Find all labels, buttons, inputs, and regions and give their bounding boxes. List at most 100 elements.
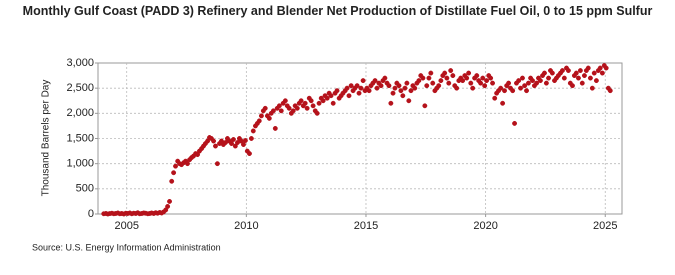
data-point xyxy=(310,103,316,109)
data-point xyxy=(167,198,172,204)
chart-title: Monthly Gulf Coast (PADD 3) Refinery and… xyxy=(22,4,653,18)
data-point xyxy=(324,95,330,101)
data-point xyxy=(573,70,579,76)
y-tick-label: 0 xyxy=(88,208,94,220)
x-tick-label: 2015 xyxy=(354,220,378,232)
data-point xyxy=(436,83,442,89)
data-point xyxy=(593,78,599,84)
data-point xyxy=(406,98,412,104)
data-point xyxy=(173,163,178,169)
data-point xyxy=(185,161,190,167)
data-point xyxy=(316,100,322,106)
data-point xyxy=(344,85,350,91)
data-point xyxy=(522,83,528,89)
data-point xyxy=(460,78,466,84)
data-point xyxy=(408,88,414,94)
data-point xyxy=(512,120,518,126)
data-point xyxy=(366,88,372,94)
data-point xyxy=(468,80,474,86)
data-point xyxy=(420,75,426,81)
data-point xyxy=(516,78,522,84)
y-tick-label: 1,000 xyxy=(66,158,94,170)
data-point xyxy=(230,137,236,142)
data-point xyxy=(561,75,567,81)
data-point xyxy=(576,75,581,81)
data-point xyxy=(270,108,276,114)
data-point xyxy=(448,68,454,74)
data-point xyxy=(559,68,565,74)
x-tick-label: 2025 xyxy=(593,220,617,232)
data-point xyxy=(242,138,248,143)
data-point xyxy=(546,75,551,81)
data-point xyxy=(392,85,398,91)
y-tick-label: 1,500 xyxy=(66,132,94,144)
data-point xyxy=(542,70,547,76)
data-point xyxy=(498,85,504,91)
data-point xyxy=(502,88,507,94)
data-point xyxy=(426,75,432,81)
data-point xyxy=(534,80,540,86)
y-tick-label: 2,500 xyxy=(66,82,94,94)
data-point xyxy=(372,78,378,84)
data-point xyxy=(304,105,310,111)
data-point xyxy=(360,78,366,84)
data-point xyxy=(348,83,354,89)
data-point xyxy=(272,125,278,131)
data-point xyxy=(484,78,490,84)
data-point xyxy=(524,88,529,94)
data-point xyxy=(386,83,392,89)
data-point xyxy=(276,103,282,109)
data-point xyxy=(450,73,456,79)
data-point xyxy=(464,75,470,81)
data-point xyxy=(422,103,428,109)
data-point xyxy=(302,100,308,106)
data-point xyxy=(607,88,613,94)
data-point xyxy=(398,88,404,94)
data-point xyxy=(581,73,587,79)
data-point xyxy=(530,78,535,84)
data-point xyxy=(396,83,402,89)
data-point xyxy=(346,93,352,99)
data-point xyxy=(470,85,476,91)
y-axis-label: Thousand Barrels per Day xyxy=(41,80,52,197)
data-point xyxy=(354,83,360,89)
data-point xyxy=(482,83,488,89)
x-tick-label: 2005 xyxy=(114,220,138,232)
data-point xyxy=(492,95,498,101)
y-tick-label: 3,000 xyxy=(66,57,94,69)
data-point xyxy=(525,80,531,86)
data-point xyxy=(520,75,525,81)
data-point xyxy=(258,113,264,119)
data-point xyxy=(599,70,605,76)
data-point xyxy=(294,105,300,111)
data-point xyxy=(570,83,575,89)
data-point xyxy=(213,143,218,149)
data-point xyxy=(488,75,494,81)
data-point xyxy=(328,93,334,99)
data-point xyxy=(241,142,246,147)
data-point xyxy=(579,80,585,86)
data-point xyxy=(506,80,512,86)
data-point xyxy=(211,138,217,144)
data-point xyxy=(262,105,268,111)
data-point xyxy=(490,80,496,86)
x-tick-label: 2020 xyxy=(473,220,497,232)
data-point xyxy=(510,88,516,94)
data-point xyxy=(330,100,336,106)
data-point xyxy=(518,85,523,91)
data-point xyxy=(480,75,486,81)
data-point xyxy=(390,90,396,96)
data-point xyxy=(266,115,272,121)
data-point xyxy=(232,143,238,149)
data-point xyxy=(478,80,484,86)
data-point xyxy=(229,141,234,146)
data-point xyxy=(165,204,171,209)
data-point xyxy=(169,178,175,184)
data-point xyxy=(442,70,448,76)
data-point xyxy=(308,98,314,104)
data-point xyxy=(565,68,571,74)
data-point xyxy=(256,118,262,124)
data-point xyxy=(214,161,220,167)
